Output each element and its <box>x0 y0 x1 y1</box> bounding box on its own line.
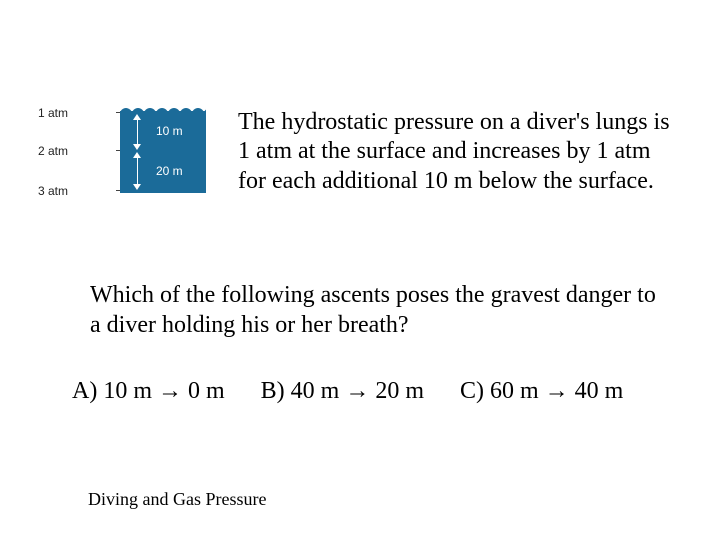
depth-arrow-10m <box>132 114 144 150</box>
tick-3 <box>116 190 120 191</box>
atm-label-1: 1 atm <box>38 106 68 120</box>
tick-2 <box>116 150 120 151</box>
question-paragraph: Which of the following ascents poses the… <box>90 280 660 340</box>
answer-options: A) 10 m → 0 m B) 40 m → 20 m C) 60 m → 4… <box>72 378 690 405</box>
tick-1 <box>116 112 120 113</box>
slide-footer: Diving and Gas Pressure <box>88 489 266 510</box>
depth-label-20m: 20 m <box>156 164 183 178</box>
pressure-diagram: 1 atm 2 atm 3 atm 10 m 20 m <box>38 108 208 198</box>
atm-label-2: 2 atm <box>38 144 68 158</box>
depth-label-10m: 10 m <box>156 124 183 138</box>
option-a: A) 10 m → 0 m <box>72 378 225 405</box>
atm-label-3: 3 atm <box>38 184 68 198</box>
option-c: C) 60 m → 40 m <box>460 378 623 405</box>
depth-arrow-20m <box>132 152 144 190</box>
intro-paragraph: The hydrostatic pressure on a diver's lu… <box>238 108 678 196</box>
top-section: 1 atm 2 atm 3 atm 10 m 20 m The hydrosta… <box>38 108 690 198</box>
option-b: B) 40 m → 20 m <box>261 378 424 405</box>
diagram-canvas: 1 atm 2 atm 3 atm 10 m 20 m <box>38 108 208 198</box>
